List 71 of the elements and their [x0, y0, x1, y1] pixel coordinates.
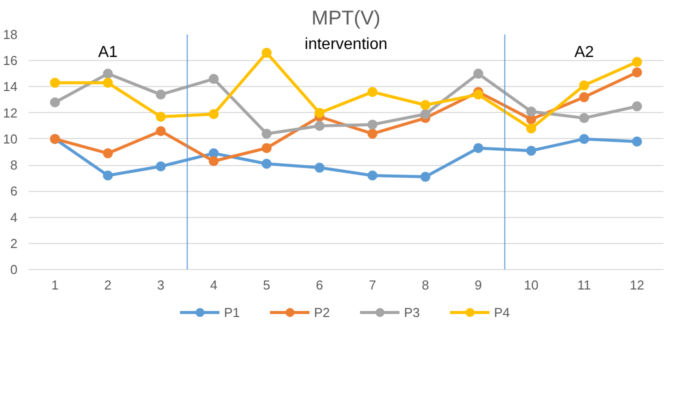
x-tick-label: 4: [210, 278, 218, 292]
point: [102, 170, 113, 180]
point: [579, 134, 590, 144]
point: [102, 148, 113, 158]
point: [367, 170, 378, 180]
point: [579, 113, 590, 124]
point: [632, 56, 642, 67]
legend-label: P1: [224, 304, 241, 320]
point: [420, 109, 430, 120]
y-tick-label: 16: [3, 53, 18, 68]
point: [367, 86, 378, 97]
x-tick-label: 6: [316, 278, 324, 292]
chart-title: MPT(V): [312, 8, 380, 30]
point: [579, 92, 590, 102]
y-tick-label: 4: [10, 210, 18, 225]
x-tick-label: 1: [51, 278, 59, 292]
point: [526, 146, 536, 156]
x-tick-label: 2: [104, 278, 112, 292]
y-tick-label: 18: [3, 27, 18, 42]
x-tick-label: 5: [263, 278, 270, 292]
x-tick-label: 7: [368, 278, 376, 292]
x-tick-label: 10: [524, 278, 538, 292]
point: [632, 101, 642, 112]
y-tick-label: 12: [3, 105, 18, 120]
point: [50, 78, 60, 88]
y-tick-label: 10: [3, 131, 18, 146]
point: [367, 120, 378, 130]
y-tick-label: 2: [10, 236, 18, 251]
point: [473, 90, 484, 100]
point: [314, 120, 325, 131]
y-tick-label: 6: [10, 184, 18, 199]
annotation: A2: [574, 44, 594, 61]
point: [262, 143, 272, 154]
point: [632, 67, 642, 78]
legend-label: P4: [494, 304, 511, 320]
point: [208, 74, 219, 84]
annotation: A1: [98, 44, 118, 61]
point: [473, 143, 484, 154]
point: [156, 161, 166, 172]
point: [50, 97, 60, 108]
point: [262, 128, 272, 139]
point: [156, 126, 166, 136]
x-tick-label: 8: [422, 278, 429, 292]
point: [473, 68, 484, 79]
annotation: intervention: [304, 36, 388, 53]
point: [420, 100, 430, 110]
point: [262, 158, 272, 169]
point: [102, 78, 113, 88]
point: [314, 108, 325, 118]
point: [526, 106, 536, 117]
y-tick-label: 0: [10, 262, 18, 277]
y-tick-label: 14: [3, 79, 18, 94]
legend-label: P2: [314, 304, 331, 320]
x-tick-label: 3: [157, 278, 164, 292]
point: [632, 136, 642, 147]
x-tick-label: 11: [577, 278, 591, 292]
legend-label: P3: [404, 304, 421, 320]
x-tick-label: 9: [474, 278, 482, 292]
x-tick-label: 12: [630, 278, 644, 292]
point: [208, 109, 219, 120]
point: [367, 128, 378, 139]
point: [156, 112, 166, 122]
point: [208, 156, 219, 166]
y-tick-label: 8: [10, 158, 18, 173]
point: [156, 90, 166, 100]
point: [579, 80, 590, 90]
point: [420, 172, 430, 182]
point: [314, 162, 325, 173]
point: [526, 124, 536, 134]
point: [262, 48, 272, 58]
point: [102, 68, 113, 79]
